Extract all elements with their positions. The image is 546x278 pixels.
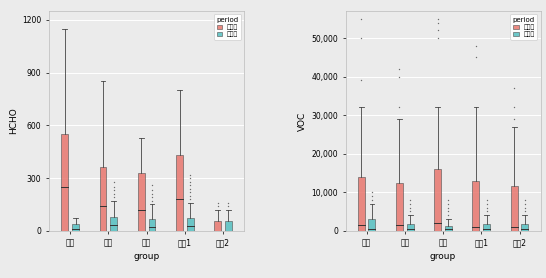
Legend: 설치전, 설치후: 설치전, 설치후 [511,14,537,39]
Y-axis label: VOC: VOC [298,111,307,131]
FancyBboxPatch shape [511,187,518,231]
FancyBboxPatch shape [110,217,117,230]
FancyBboxPatch shape [215,221,221,231]
FancyBboxPatch shape [434,169,441,231]
FancyBboxPatch shape [99,167,106,231]
FancyBboxPatch shape [407,224,414,231]
FancyBboxPatch shape [225,221,232,231]
FancyBboxPatch shape [61,134,68,231]
X-axis label: group: group [134,252,160,260]
FancyBboxPatch shape [176,155,183,231]
Y-axis label: HCHO: HCHO [9,108,18,134]
FancyBboxPatch shape [358,177,365,231]
X-axis label: group: group [430,252,456,260]
FancyBboxPatch shape [445,226,452,231]
Legend: 설치전, 설치후: 설치전, 설치후 [214,14,241,39]
FancyBboxPatch shape [472,181,479,231]
FancyBboxPatch shape [521,224,529,231]
FancyBboxPatch shape [138,173,145,231]
FancyBboxPatch shape [483,224,490,231]
FancyBboxPatch shape [72,224,79,231]
FancyBboxPatch shape [149,219,156,231]
FancyBboxPatch shape [369,219,375,231]
FancyBboxPatch shape [396,183,403,231]
FancyBboxPatch shape [187,219,194,231]
